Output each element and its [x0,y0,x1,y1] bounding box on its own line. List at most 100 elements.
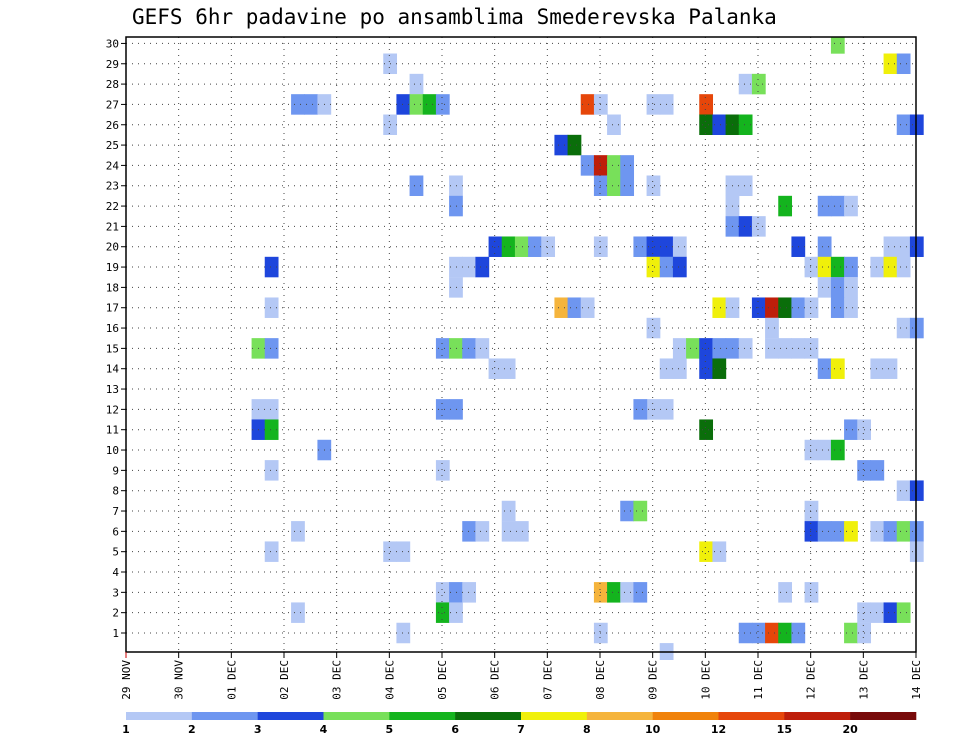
colorbar-tick-label: 6 [451,723,459,736]
heatmap-cell [422,94,437,115]
colorbar-segment [389,712,456,720]
y-tick-label: 30 [106,37,119,50]
heatmap-cell [449,582,463,603]
colorbar-tick-label: 10 [645,723,661,736]
heatmap-cell [712,114,727,135]
heatmap-cell [475,256,490,278]
heatmap-cell [830,37,845,54]
x-tick-label: 13 DEC [857,660,870,700]
colorbar-tick-label: 4 [320,723,328,736]
heatmap-cell [870,460,885,481]
plot-frame [125,36,917,653]
heatmap-cell [870,602,885,623]
heatmap-cell [462,256,477,278]
heatmap-cell [883,256,898,278]
colorbar-tick-label: 5 [386,723,394,736]
y-tick-label: 21 [106,220,119,233]
heatmap-cell [844,195,858,217]
heatmap-cell [475,338,490,359]
heatmap-cell [396,94,411,115]
y-tick-label: 6 [112,525,119,538]
heatmap-cell [646,94,661,115]
colorbar-segment [455,712,522,720]
heatmap-cell [264,541,279,562]
heatmap-cell [870,256,885,278]
heatmap-cell [620,582,635,603]
heatmap-cell [409,175,424,196]
heatmap-cell [896,236,911,257]
y-tick-label: 1 [112,627,119,640]
heatmap-cell [804,500,819,522]
x-tick-label: 30 NOV [173,660,186,700]
x-tick-label: 05 DEC [436,660,449,700]
heatmap-cell [896,256,911,278]
heatmap-cell [830,256,845,278]
heatmap-cell [909,236,924,257]
y-tick-label: 18 [106,281,119,294]
heatmap-cell [883,521,898,542]
heatmap-cell [567,297,582,318]
y-tick-label: 3 [112,586,119,599]
y-tick-label: 12 [106,403,119,416]
y-tick-label: 22 [106,200,119,213]
x-tick-label: 03 DEC [331,660,344,700]
heatmap-cell [672,256,687,278]
y-tick-label: 14 [106,363,120,376]
heatmap-cell [778,338,793,359]
y-tick-label: 8 [112,485,119,498]
heatmap-cell [738,73,753,95]
heatmap-cell [778,195,793,217]
heatmap-cell [462,521,477,542]
heatmap-cell [633,399,648,420]
x-tick-label: 01 DEC [225,660,238,700]
heatmap-cell [264,399,279,420]
x-tick-label: 06 DEC [489,660,502,700]
heatmap-cell [607,582,621,603]
heatmap-cell [686,338,700,359]
heatmap-cell [435,460,450,481]
heatmap-cell [580,94,595,115]
heatmap-cell [633,582,648,603]
heatmap-cell [264,419,279,440]
heatmap-cell [817,358,832,379]
heatmap-cell [699,541,714,562]
y-tick-label: 28 [106,78,119,91]
heatmap-cell [396,622,411,644]
heatmap-cell [896,114,911,135]
heatmap-cell [449,338,463,359]
heatmap-cell [844,419,858,440]
heatmap-cell [699,358,714,379]
heatmap-cell [830,195,845,217]
heatmap-cell [830,439,845,461]
heatmap-cell [607,114,621,135]
heatmap-cell [633,236,648,257]
heatmap-cell [883,358,898,379]
heatmap-cell [751,297,766,318]
y-tick-label: 23 [106,180,119,193]
heatmap-cell [712,358,727,379]
y-axis: 1234567891011121314151617181920212223242… [106,37,126,640]
heatmap-cell [475,521,490,542]
y-tick-label: 5 [112,546,119,559]
heatmap-cell [738,338,753,359]
heatmap-cell [751,622,766,644]
heatmap-cell [264,338,279,359]
y-tick-label: 19 [106,261,119,274]
heatmap-cell [646,399,661,420]
heatmap-cell [909,114,924,135]
colorbar-tick-label: 7 [517,723,525,736]
heatmap-cell [409,73,424,95]
colorbar-tick-label: 12 [711,723,726,736]
heatmap-cell [672,338,687,359]
x-tick-label: 12 DEC [805,660,818,700]
heatmap-cell [646,175,661,196]
y-tick-label: 15 [106,342,119,355]
heatmap-cell [646,317,661,339]
heatmap-cell [830,277,845,298]
colorbar-segment [191,712,258,720]
heatmap-cell [817,439,832,461]
x-tick-label: 29 NOV [120,660,133,700]
y-tick-label: 27 [106,98,119,111]
x-tick-label: 09 DEC [647,660,660,700]
heatmap-cell [817,277,832,298]
